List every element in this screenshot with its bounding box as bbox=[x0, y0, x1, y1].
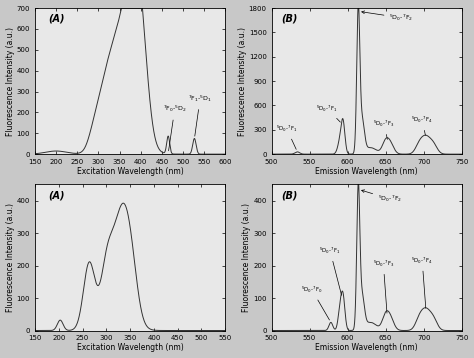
Text: $^5$D$_0$-$^7$F$_3$: $^5$D$_0$-$^7$F$_3$ bbox=[374, 119, 395, 139]
Y-axis label: Fluorescence Intensity (a.u.): Fluorescence Intensity (a.u.) bbox=[6, 203, 15, 312]
Text: $^5$D$_0$-$^7$F$_2$: $^5$D$_0$-$^7$F$_2$ bbox=[362, 190, 402, 204]
Text: $^7$F$_0$-$^5$D$_2$: $^7$F$_0$-$^5$D$_2$ bbox=[163, 104, 187, 151]
Text: $^7$F$_1$-$^5$D$_1$: $^7$F$_1$-$^5$D$_1$ bbox=[188, 94, 212, 136]
Text: (A): (A) bbox=[48, 14, 65, 24]
Text: $^5$D$_0$-$^7$F$_2$: $^5$D$_0$-$^7$F$_2$ bbox=[362, 11, 413, 23]
Text: $^5$D$_0$-$^7$F$_4$: $^5$D$_0$-$^7$F$_4$ bbox=[411, 115, 433, 135]
Text: $^5$D$_0$-$^7$F$_1$: $^5$D$_0$-$^7$F$_1$ bbox=[316, 103, 340, 122]
Y-axis label: Fluorescence Intensity (a.u.): Fluorescence Intensity (a.u.) bbox=[237, 26, 246, 136]
X-axis label: Excitation Wavelength (nm): Excitation Wavelength (nm) bbox=[77, 343, 183, 352]
Text: (B): (B) bbox=[281, 190, 297, 200]
Text: $^5$D$_0$-$^7$F$_1$: $^5$D$_0$-$^7$F$_1$ bbox=[276, 124, 298, 149]
Text: $^5$D$_0$-$^7$F$_0$: $^5$D$_0$-$^7$F$_0$ bbox=[301, 285, 329, 320]
X-axis label: Emission Wavelength (nm): Emission Wavelength (nm) bbox=[315, 167, 418, 176]
Text: $^5$D$_0$-$^7$F$_4$: $^5$D$_0$-$^7$F$_4$ bbox=[411, 255, 433, 308]
X-axis label: Emission Wavelength (nm): Emission Wavelength (nm) bbox=[315, 343, 418, 352]
Text: (B): (B) bbox=[281, 14, 297, 24]
Text: (A): (A) bbox=[48, 190, 65, 200]
Text: $^5$D$_0$-$^7$F$_3$: $^5$D$_0$-$^7$F$_3$ bbox=[373, 258, 394, 313]
Y-axis label: Fluorescence Intensity (a.u.): Fluorescence Intensity (a.u.) bbox=[242, 203, 251, 312]
Y-axis label: Fluorescence Intensity (a.u.): Fluorescence Intensity (a.u.) bbox=[6, 26, 15, 136]
X-axis label: Excitation Wavelength (nm): Excitation Wavelength (nm) bbox=[77, 167, 183, 176]
Text: $^5$D$_0$-$^7$F$_1$: $^5$D$_0$-$^7$F$_1$ bbox=[319, 246, 342, 295]
